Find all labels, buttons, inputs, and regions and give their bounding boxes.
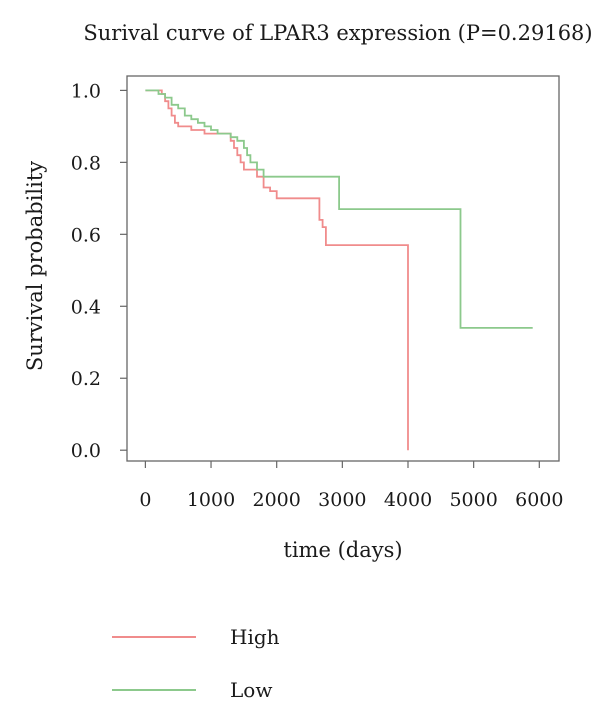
series-line-high [145,89,409,451]
x-axis-ticks: 0 1000 2000 3000 4000 5000 6000 [139,461,563,511]
x-tick-label: 3000 [318,489,366,511]
series-line-low [145,89,533,329]
legend-label-low: Low [230,678,272,702]
legend: High Low [112,625,280,702]
legend-label-high: High [230,625,280,649]
y-axis-label: Survival probability [23,161,47,371]
y-tick-label: 1.0 [71,80,101,102]
x-tick-label: 0 [139,489,151,511]
x-tick-label: 6000 [515,489,563,511]
chart-title: Surival curve of LPAR3 expression (P=0.2… [83,21,592,45]
plot-frame [126,75,560,462]
y-tick-label: 0.0 [71,440,101,462]
y-tick-label: 0.8 [71,152,101,174]
y-tick-label: 0.6 [71,224,101,246]
series-layer [145,89,533,451]
x-axis-label: time (days) [283,538,402,562]
x-tick-label: 5000 [449,489,497,511]
y-axis-ticks: 0.0 0.2 0.4 0.6 0.8 1.0 [71,80,127,462]
y-tick-label: 0.2 [71,368,101,390]
x-tick-label: 4000 [384,489,432,511]
x-tick-label: 1000 [187,489,235,511]
x-tick-label: 2000 [253,489,301,511]
y-tick-label: 0.4 [71,296,101,318]
